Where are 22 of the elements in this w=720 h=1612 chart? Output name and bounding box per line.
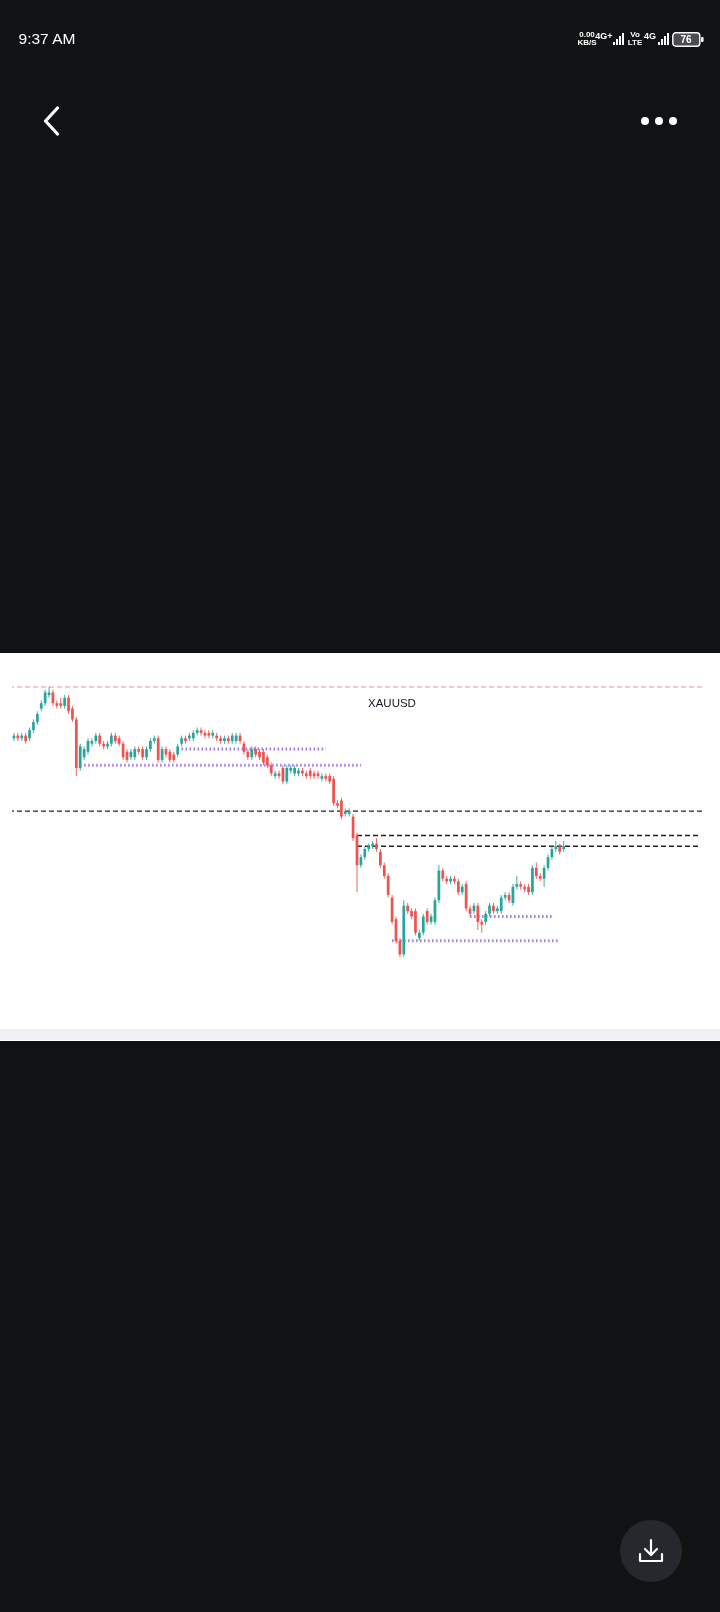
text: XAUUSD xyxy=(368,696,416,709)
candlestick xyxy=(421,913,425,936)
text: 76 xyxy=(680,33,692,45)
text: LTE xyxy=(627,38,643,47)
candlestick xyxy=(379,848,382,869)
text: KB/S xyxy=(577,38,597,47)
text: 4G xyxy=(643,30,657,41)
text: 0.00 xyxy=(579,29,595,39)
candlestick xyxy=(476,902,480,931)
text: Vo xyxy=(630,29,640,39)
candlestick xyxy=(480,918,484,934)
candlestick xyxy=(285,764,289,785)
text: 9:37 AM xyxy=(18,30,76,48)
candlestick xyxy=(499,894,503,915)
candlestick xyxy=(340,797,343,820)
candlestick xyxy=(414,907,417,936)
candlestick xyxy=(156,735,160,764)
candlestick xyxy=(386,872,390,899)
text: 4G+ xyxy=(595,30,613,41)
candlestick xyxy=(273,770,277,780)
candlestick xyxy=(67,694,70,715)
candlestick xyxy=(78,743,82,772)
